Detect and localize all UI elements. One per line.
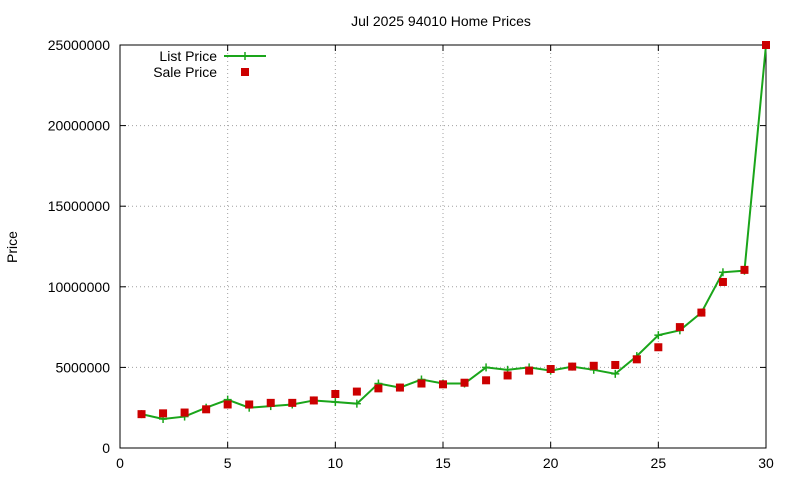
legend-marker	[241, 68, 249, 76]
list-price-point	[611, 369, 620, 378]
list-price-point	[654, 331, 663, 340]
sale-price-point	[503, 371, 512, 380]
x-tick-label: 20	[543, 455, 559, 471]
sale-price-point	[546, 365, 555, 374]
sale-price-point	[309, 396, 318, 405]
x-tick-label: 15	[435, 455, 451, 471]
sale-price-point	[439, 380, 447, 389]
sale-price-point	[568, 362, 577, 371]
series-list-price	[137, 41, 770, 423]
x-tick-label: 0	[116, 455, 124, 471]
x-tick-label: 5	[224, 455, 232, 471]
sale-price-point	[159, 409, 168, 418]
chart-title: Jul 2025 94010 Home Prices	[351, 13, 531, 29]
legend-label: List Price	[159, 48, 217, 64]
list-price-point	[352, 399, 361, 408]
sale-price-point	[675, 323, 684, 332]
y-tick-label: 5000000	[55, 359, 110, 375]
sale-price-point	[417, 379, 426, 388]
y-tick-label: 25000000	[48, 37, 111, 53]
sale-price-point	[137, 410, 146, 419]
y-tick-label: 10000000	[48, 279, 111, 295]
sale-price-point	[331, 389, 340, 398]
y-axis-label: Price	[4, 231, 20, 263]
sale-price-point	[525, 366, 534, 375]
list-price-line	[141, 44, 767, 420]
sale-price-point	[460, 378, 469, 387]
list-price-point	[482, 363, 491, 372]
sale-price-point	[611, 360, 620, 369]
sale-price-point	[395, 383, 404, 392]
sale-price-point	[718, 277, 727, 286]
legend-label: Sale Price	[153, 64, 217, 80]
x-tick-label: 10	[328, 455, 344, 471]
sale-price-point	[266, 398, 275, 407]
legend-marker	[241, 52, 249, 60]
sale-price-point	[352, 387, 361, 396]
sale-price-point	[202, 405, 211, 414]
x-tick-label: 30	[758, 455, 774, 471]
sale-price-point	[654, 343, 663, 352]
y-tick-label: 20000000	[48, 118, 111, 134]
axis-ticks: 0 5 10 15 20 25 30 0 5000000 10000000 15000000 2000…	[48, 37, 774, 471]
sale-price-point	[589, 361, 598, 370]
series-sale-price	[137, 41, 770, 419]
list-price-point	[331, 398, 340, 407]
sale-price-point	[223, 400, 232, 409]
sale-price-point	[762, 41, 770, 49]
sale-price-point	[374, 384, 383, 393]
y-tick-label: 0	[102, 440, 110, 456]
series-layer	[137, 41, 770, 423]
sale-price-point	[740, 265, 749, 274]
plot-frame	[119, 44, 767, 449]
y-tick-label: 15000000	[48, 198, 111, 214]
sale-price-point	[482, 376, 491, 385]
sale-price-point	[697, 308, 706, 317]
sale-price-point	[245, 400, 254, 409]
list-price-point	[718, 268, 727, 277]
sale-price-point	[288, 398, 297, 407]
x-tick-label: 25	[651, 455, 667, 471]
sale-price-point	[180, 408, 189, 417]
sale-price-point	[632, 355, 641, 364]
